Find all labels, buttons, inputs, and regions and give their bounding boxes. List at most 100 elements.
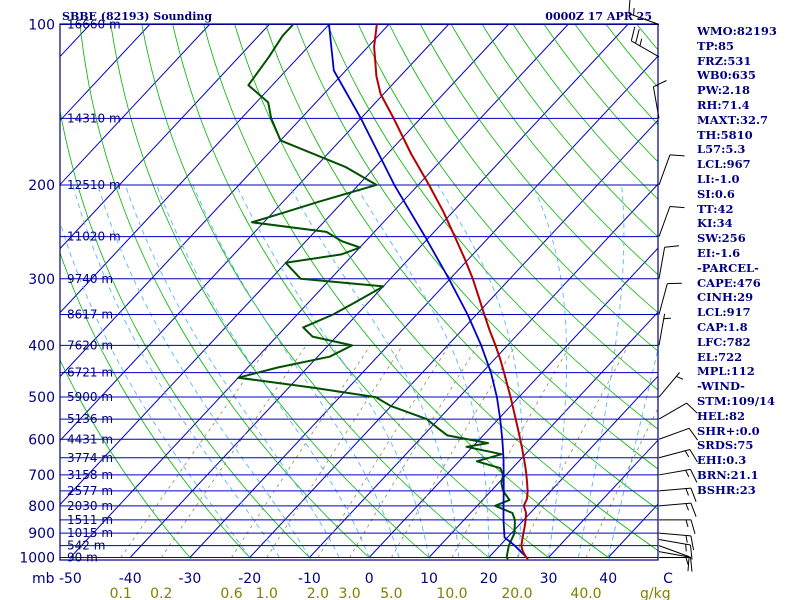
plot-frame [59, 23, 659, 561]
pressure-label: 100 [28, 18, 55, 34]
mixing-ratio-line [231, 345, 371, 558]
wind-barb [658, 449, 698, 463]
indices-panel: WMO:82193 TP:85 FRZ:531 WB0:635 PW:2.18 RH:71… [697, 24, 797, 498]
pressure-label: 500 [28, 390, 55, 406]
height-label: 3774 m [67, 451, 113, 465]
temperature-tick-label: -20 [238, 571, 261, 587]
isotherm-line [60, 24, 210, 186]
wind-barb [658, 282, 682, 315]
dry-adiabat [79, 24, 371, 559]
temperature-tick-label: 40 [599, 571, 617, 587]
station-title: SBBE (82193) Sounding [62, 10, 212, 23]
mixing-ratio-label: 40.0 [570, 586, 601, 600]
temperature-tick-label: 20 [480, 571, 498, 587]
pressure-label: 1000 [19, 551, 55, 567]
isotherm-line [309, 183, 658, 558]
dry-adiabat [60, 251, 251, 559]
wind-barb [658, 427, 699, 441]
height-label: 12510 m [67, 178, 121, 192]
index-item: SW:256 [697, 231, 746, 246]
index-item: EHI:0.3 [697, 453, 747, 468]
wind-barb [630, 26, 660, 58]
height-label: 6721 m [67, 366, 113, 380]
dry-adiabat [574, 24, 658, 126]
isotherm-line [189, 55, 658, 558]
pressure-label: 200 [28, 178, 55, 194]
mixing-ratio-line [120, 345, 270, 558]
height-label: 7620 m [67, 338, 113, 352]
index-item: LFC:782 [697, 334, 751, 349]
dry-adiabat [358, 24, 658, 391]
mixing-ratio-line [391, 345, 516, 558]
mixing-ratio-line [266, 345, 403, 558]
mixing-ratio-line [317, 345, 450, 558]
sounding-profiles [237, 24, 529, 560]
index-item: CAPE:476 [697, 275, 761, 290]
temperature-tick-label: 10 [420, 571, 438, 587]
dry-adiabat [172, 24, 551, 559]
index-item: LI:-1.0 [697, 171, 740, 186]
temperature-tick-label: -10 [298, 571, 321, 587]
index-item: TT:42 [697, 201, 734, 216]
index-item: LCL:967 [697, 157, 751, 172]
height-label: 5136 m [67, 412, 113, 426]
mixing-ratio-label: 20.0 [501, 586, 532, 600]
dry-adiabat [60, 359, 192, 559]
dry-adiabat [420, 24, 658, 314]
dry-adiabat [296, 24, 658, 470]
temperature-tick-label: 30 [540, 571, 558, 587]
dry-adiabat [543, 24, 658, 163]
mixing-ratio-label: 0.6 [220, 586, 242, 600]
index-item: WB0:635 [697, 68, 756, 83]
height-label: 8617 m [67, 308, 113, 322]
pressure-label: 700 [28, 468, 55, 484]
wind-barb [658, 154, 685, 186]
temperature-tick-label: -30 [178, 571, 201, 587]
dry-adiabat [110, 24, 431, 559]
pressure-label: 600 [28, 432, 55, 448]
wind-barb [659, 557, 691, 565]
mixing-ratio-label: 10.0 [436, 586, 467, 600]
mixing-ratio-line [160, 345, 307, 558]
pressure-label: 400 [28, 338, 55, 354]
index-item: WMO:82193 [697, 24, 777, 38]
index-item: EI:-1.6 [697, 245, 741, 260]
mixing-ratio-label: 0.2 [150, 586, 172, 600]
index-item: SHR+:0.0 [697, 423, 760, 438]
isotherm-line [548, 439, 658, 558]
index-item: L57:5.3 [697, 142, 746, 157]
height-label: 14310 m [67, 111, 121, 125]
isotherm-line [249, 119, 658, 558]
isotherm-line [60, 24, 270, 250]
index-item: EL:722 [697, 349, 743, 364]
index-item: HEL:82 [697, 408, 745, 423]
wind-barb [658, 502, 697, 517]
mixing-ratio-line [516, 345, 629, 558]
height-label: 16660 m [67, 18, 121, 32]
moist-adiabat [97, 184, 310, 558]
mixing-ratio-label: 5.0 [380, 586, 402, 600]
dry-adiabat [512, 24, 658, 200]
dry-adiabat [234, 24, 658, 552]
index-item: SRDS:75 [697, 438, 754, 453]
wind-barb [658, 245, 680, 279]
wind-barb [658, 551, 693, 572]
index-item: CAP:1.8 [697, 319, 748, 334]
wind-barbs [628, 0, 699, 572]
dry-adiabat [141, 24, 491, 559]
moist-adiabat [532, 184, 568, 558]
index-item: PW:2.18 [697, 83, 751, 98]
isotherm-line [60, 24, 330, 314]
height-label: 11020 m [67, 230, 121, 244]
isotherm-line [129, 24, 629, 558]
height-label: 542 m [67, 539, 105, 553]
index-item: RH:71.4 [697, 97, 750, 112]
height-label: 2030 m [67, 499, 113, 513]
dry-adiabat [389, 24, 658, 352]
temperature-tick-label: -40 [119, 571, 142, 587]
moist-adiabat [288, 184, 460, 558]
mixing-ratio-unit-label: g/kg [640, 586, 671, 600]
index-item: STM:109/14 [697, 393, 776, 408]
